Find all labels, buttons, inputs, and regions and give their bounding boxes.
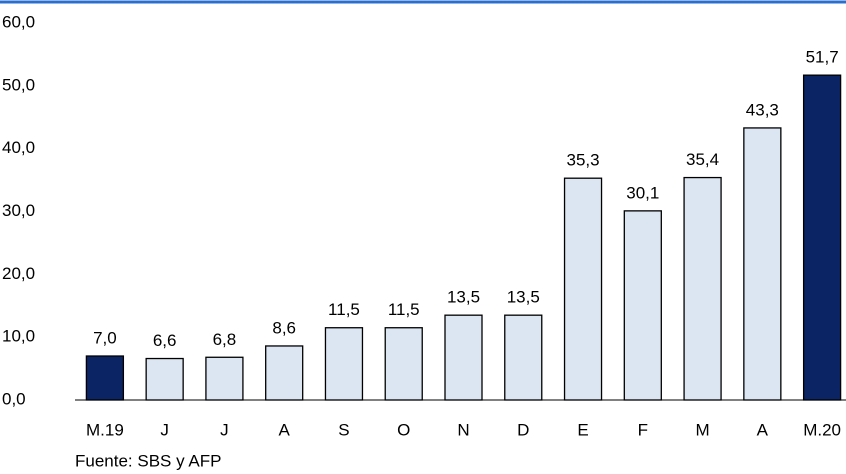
bar [324, 327, 364, 401]
value-label: 43,3 [746, 100, 779, 119]
value-label: 51,7 [806, 48, 839, 67]
bar [205, 356, 244, 401]
x-tick-label: A [757, 420, 769, 439]
value-label: 13,5 [447, 288, 480, 307]
x-tick-label: N [457, 420, 469, 439]
y-tick-label: 10,0 [2, 327, 35, 346]
value-label: 8,6 [272, 318, 296, 337]
value-label: 35,3 [566, 151, 599, 170]
value-label: 11,5 [328, 300, 360, 319]
x-tick-label: M.19 [86, 420, 124, 439]
bar [504, 314, 543, 401]
y-tick-label: 50,0 [2, 75, 35, 94]
value-label: 13,5 [507, 288, 540, 307]
y-tick-label: 60,0 [2, 12, 35, 31]
bar [683, 176, 722, 401]
y-tick-label: 20,0 [2, 264, 35, 283]
x-tick-label: F [638, 420, 648, 439]
value-label: 7,0 [93, 329, 117, 348]
x-tick-label: J [160, 420, 169, 439]
bar [145, 357, 184, 401]
x-tick-label: S [338, 420, 349, 439]
x-tick-label: M.20 [803, 420, 841, 439]
y-tick-label: 30,0 [2, 201, 35, 220]
value-label: 6,8 [213, 330, 237, 349]
x-tick-label: O [397, 420, 410, 439]
y-tick-label: 40,0 [2, 138, 35, 157]
x-tick-label: J [220, 420, 229, 439]
bar [802, 74, 842, 401]
bar [444, 314, 483, 401]
value-label: 6,6 [153, 331, 177, 350]
y-tick-label: 0,0 [2, 389, 26, 408]
x-tick-label: D [517, 420, 529, 439]
bar [384, 327, 423, 401]
x-tick-label: A [279, 420, 291, 439]
x-tick-label: M [695, 420, 709, 439]
value-label: 30,1 [626, 183, 659, 202]
value-label: 35,4 [686, 150, 719, 169]
source-note: Fuente: SBS y AFP [75, 451, 221, 470]
bar [743, 127, 782, 401]
bar [265, 345, 304, 401]
bar [623, 210, 662, 401]
x-tick-label: E [577, 420, 588, 439]
bar [85, 355, 125, 401]
bar [563, 177, 603, 401]
value-label: 11,5 [388, 300, 420, 319]
